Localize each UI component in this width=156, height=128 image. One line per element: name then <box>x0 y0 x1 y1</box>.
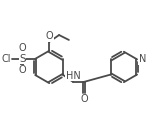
Text: O: O <box>19 65 26 75</box>
Text: O: O <box>19 42 26 53</box>
Text: HN: HN <box>66 71 80 81</box>
Text: Cl: Cl <box>1 54 11 64</box>
Text: N: N <box>139 54 146 64</box>
Text: O: O <box>46 31 54 41</box>
Text: O: O <box>80 94 88 104</box>
Text: S: S <box>19 54 26 64</box>
